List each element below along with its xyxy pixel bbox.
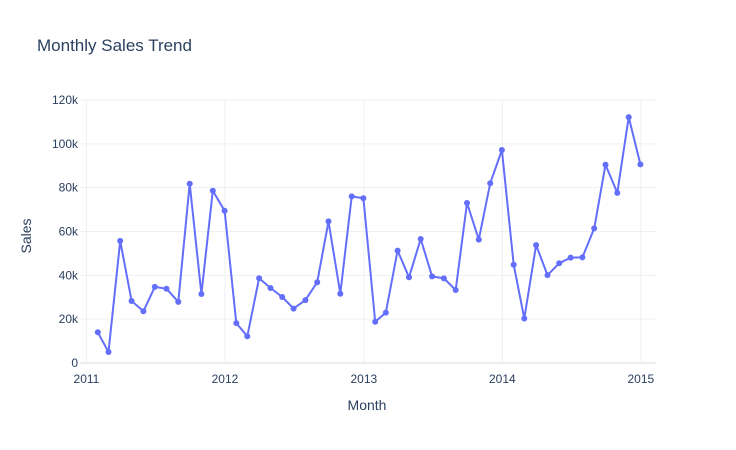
data-point[interactable] [140,308,147,315]
data-point[interactable] [314,279,321,286]
data-point[interactable] [290,305,297,312]
x-tick-label: 2013 [350,372,377,386]
data-point[interactable] [337,290,344,297]
data-point[interactable] [637,161,644,168]
y-tick-label: 40k [59,268,79,282]
data-point[interactable] [198,291,205,297]
data-point[interactable] [267,285,274,291]
chart-title: Monthly Sales Trend [37,36,192,55]
data-point[interactable] [487,180,494,187]
data-point[interactable] [591,225,598,232]
y-tick-label: 20k [59,312,79,326]
data-point[interactable] [544,272,551,279]
grid [80,99,656,364]
data-point[interactable] [117,237,124,244]
data-point[interactable] [521,315,528,322]
data-point[interactable] [602,161,609,168]
data-point[interactable] [625,114,632,121]
data-point[interactable] [498,147,505,153]
x-tick-label: 2012 [212,372,239,386]
data-point[interactable] [382,309,389,316]
data-point[interactable] [452,287,459,293]
data-point[interactable] [209,187,216,194]
data-point[interactable] [406,274,412,281]
data-point[interactable] [233,320,240,327]
y-tick-label: 0 [71,356,78,370]
data-point[interactable] [429,273,436,280]
x-tick-label: 2011 [74,372,100,386]
data-point[interactable] [464,200,470,206]
data-point[interactable] [163,285,170,292]
data-point[interactable] [475,236,482,243]
y-tick-label: 80k [59,181,79,195]
data-point[interactable] [440,275,447,282]
y-axis-title: Sales [18,218,34,253]
data-point[interactable] [175,298,182,305]
data-point[interactable] [105,349,112,355]
data-point[interactable] [614,189,621,196]
y-tick-label: 100k [52,137,79,151]
data-point[interactable] [348,193,355,200]
data-point[interactable] [372,318,379,325]
data-point[interactable] [244,333,251,340]
x-axis: 2011 2012 2013 2014 2015 [74,372,655,386]
x-tick-label: 2014 [489,372,516,386]
series-line [96,116,642,353]
y-tick-label: 60k [59,225,79,239]
data-point[interactable] [279,294,286,300]
data-point[interactable] [360,195,367,202]
data-point[interactable] [151,283,158,290]
data-point[interactable] [417,236,424,242]
data-point[interactable] [221,207,228,214]
data-point[interactable] [510,261,517,268]
data-point[interactable] [533,242,540,249]
data-point[interactable] [186,180,193,187]
data-point[interactable] [94,329,101,336]
data-point[interactable] [394,247,401,254]
x-tick-label: 2015 [627,372,654,386]
data-points [94,114,644,355]
data-point[interactable] [325,218,332,225]
data-point[interactable] [567,254,574,261]
x-axis-title: Month [348,397,387,413]
data-point[interactable] [256,275,263,282]
y-tick-label: 120k [52,93,79,107]
y-axis: 0 20k 40k 60k 80k 100k 120k [52,93,79,370]
data-point[interactable] [579,254,586,261]
data-point[interactable] [302,297,309,304]
data-point[interactable] [556,260,563,267]
data-point[interactable] [128,298,135,304]
